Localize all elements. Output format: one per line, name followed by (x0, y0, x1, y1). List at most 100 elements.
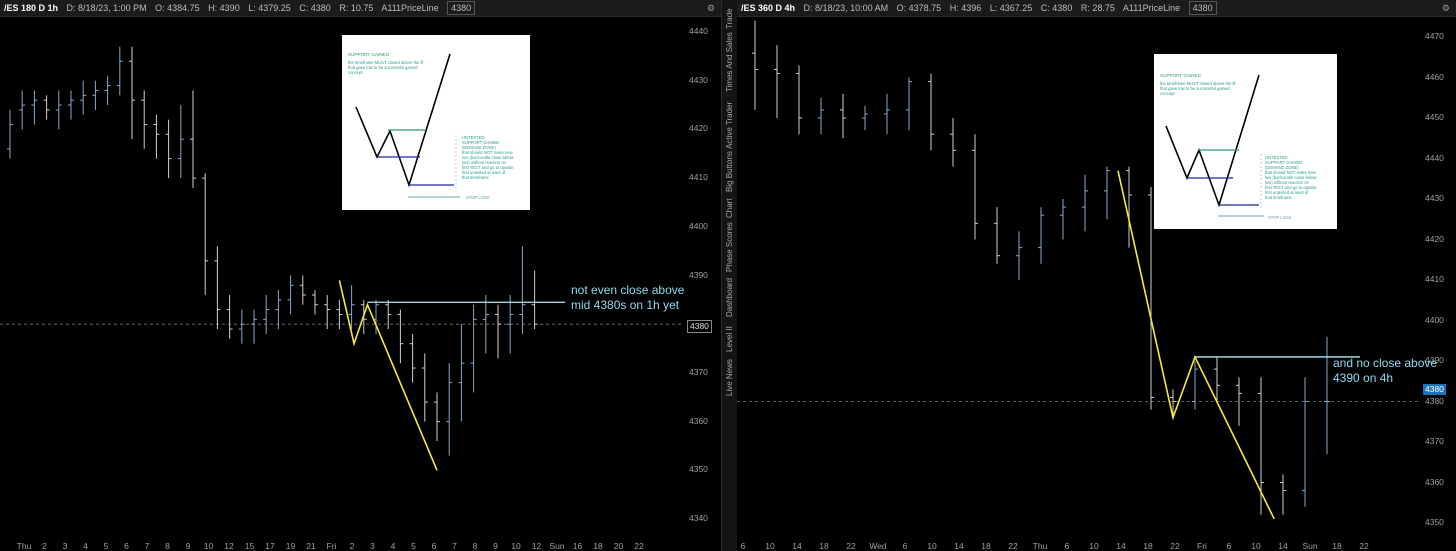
left-ohlc-bar (397, 309, 404, 364)
left-x-tick: 20 (613, 541, 624, 551)
right-date: D: 8/18/23, 10:00 AM (803, 3, 889, 13)
left-x-tick: 3 (370, 541, 375, 551)
side-tab-times-and-sales[interactable]: Times And Sales (725, 32, 734, 92)
left-high: H: 4390 (208, 3, 240, 13)
right-symbol[interactable]: /ES 360 D 4h (741, 3, 796, 13)
right-ohlc-bar (1258, 377, 1264, 515)
right-y-tick: 4420 (1425, 233, 1444, 244)
left-ohlc-bar (55, 90, 62, 130)
side-tab-live-news[interactable]: Live News (725, 359, 734, 396)
side-tab-dashboard[interactable]: Dashboard (725, 277, 734, 317)
left-symbol[interactable]: /ES 180 D 1h (4, 3, 59, 13)
right-ohlc-bar (1082, 174, 1088, 232)
left-ohlc-bar (421, 353, 428, 422)
right-x-tick: Fri (1197, 541, 1207, 551)
right-ohlc-bar (1126, 166, 1132, 248)
right-ohlc-bar (1038, 207, 1044, 264)
right-y-tick: 4360 (1425, 476, 1444, 487)
left-price-chart[interactable] (0, 0, 721, 551)
right-ohlc-bar (994, 207, 1000, 264)
left-x-tick: 8 (165, 541, 170, 551)
left-settings-icon[interactable]: ⚙ (706, 3, 715, 13)
left-ohlc-bar (80, 80, 87, 115)
side-tab-level-ii[interactable]: Level II (725, 326, 734, 352)
right-ohlc-bar (1214, 356, 1220, 402)
right-inset-subtitle: the timeframe MUST closed above the lll … (1160, 81, 1236, 96)
left-study-value: 4380 (447, 1, 476, 15)
right-chart-panel[interactable]: /ES 360 D 4h D: 8/18/23, 10:00 AM O: 437… (737, 0, 1456, 551)
left-ohlc-bar (129, 46, 135, 140)
left-ohlc-bar (238, 309, 245, 344)
left-x-tick: 4 (390, 541, 396, 551)
left-ohlc-bar (287, 275, 294, 315)
left-ohlc-bar (214, 246, 221, 330)
left-ohlc-bar (495, 304, 501, 359)
right-ohlc-bar (1192, 361, 1198, 410)
left-ohlc-bar (263, 294, 270, 334)
right-x-tick: 6 (1064, 541, 1070, 551)
left-x-tick: 2 (349, 541, 355, 551)
right-y-tick: 4380 (1425, 395, 1444, 406)
left-ohlc-bar (202, 173, 209, 295)
left-x-tick: 10 (203, 541, 214, 551)
side-tab-phase-scores[interactable]: Phase Scores (725, 222, 734, 272)
left-annotation: not even close above mid 4380s on 1h yet (571, 283, 685, 312)
left-x-tick: 7 (452, 541, 457, 551)
left-ohlc-bar (336, 299, 343, 330)
left-ohlc-bar (68, 90, 74, 120)
right-x-tick: 10 (927, 541, 937, 551)
left-ohlc-bar (299, 275, 306, 305)
right-low: L: 4367.25 (989, 3, 1033, 13)
left-x-tick: 16 (572, 541, 583, 551)
left-current-price-tag: 4380 (687, 320, 712, 333)
side-tab-big-buttons[interactable]: Big Buttons (725, 151, 734, 192)
right-y-tick: 4370 (1425, 436, 1444, 446)
left-ohlc-bar (177, 105, 184, 179)
right-yellow-swing-line (1117, 170, 1275, 520)
left-x-tick: 4 (83, 541, 88, 551)
right-ohlc-bar (928, 73, 934, 151)
right-study: A111PriceLine (1122, 3, 1181, 13)
right-ohlc-bar (796, 65, 802, 135)
left-x-tick: 21 (306, 541, 316, 551)
right-current-price-tag: 4380 (1423, 384, 1446, 395)
right-x-tick: 10 (1251, 541, 1261, 551)
left-inset-subtitle: the timeframe MUST closed above the lll … (348, 60, 424, 75)
right-x-tick: 22 (1170, 541, 1180, 551)
left-study: A111PriceLine (381, 3, 439, 13)
left-ohlc-bar (43, 95, 50, 120)
left-x-tick: 6 (124, 541, 129, 551)
left-x-tick: 18 (593, 541, 603, 551)
right-y-tick: 4410 (1425, 274, 1444, 284)
left-ohlc-bar (7, 109, 13, 159)
right-ohlc-bar (1236, 377, 1242, 426)
left-low: L: 4379.25 (248, 3, 291, 13)
side-tab-active-trader[interactable]: Active Trader (725, 101, 734, 149)
left-ohlc-bar (251, 309, 257, 344)
right-ohlc-bar (950, 118, 956, 167)
right-price-chart[interactable] (737, 0, 1456, 551)
right-ohlc-bar (1016, 231, 1022, 280)
left-x-tick: 12 (531, 541, 542, 551)
right-x-tick: 22 (846, 541, 856, 551)
left-x-tick: 5 (411, 541, 416, 551)
left-y-tick: 4400 (689, 220, 708, 231)
right-y-tick: 4350 (1425, 517, 1444, 527)
right-y-tick: 4400 (1425, 314, 1444, 325)
left-x-tick: 12 (224, 541, 234, 551)
right-settings-icon[interactable]: ⚙ (1441, 3, 1450, 13)
side-tab-chart[interactable]: Chart (725, 198, 734, 218)
right-y-tick: 4390 (1425, 355, 1444, 365)
left-ohlc-bar (385, 299, 392, 330)
right-ohlc-bar (1060, 199, 1066, 240)
side-tab-trade[interactable]: Trade (725, 8, 734, 30)
left-chart-panel[interactable]: /ES 180 D 1h D: 8/18/23, 1:00 PM O: 4384… (0, 0, 721, 551)
left-y-tick: 4410 (689, 172, 708, 183)
right-inset-drawing (1165, 74, 1264, 217)
right-x-tick: Thu (1032, 541, 1048, 551)
right-ohlc-bar (752, 20, 758, 110)
right-annotation: and no close above 4390 on 4h (1333, 356, 1438, 385)
left-ohlc-bar (104, 75, 111, 106)
right-y-tick: 4450 (1425, 112, 1444, 122)
left-inset-drawing (355, 53, 460, 198)
